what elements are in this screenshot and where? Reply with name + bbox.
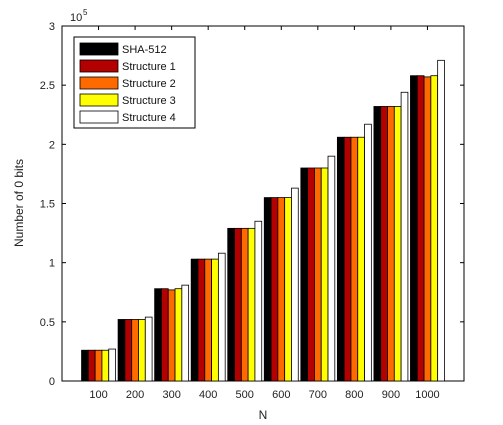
bar-sha-512-700: [300, 167, 309, 382]
x-tick-label: 300: [162, 389, 180, 401]
bar-structure-1-200: [124, 319, 133, 382]
bar-structure-1-100: [87, 349, 96, 382]
legend-swatch: [79, 59, 119, 73]
y-tick-label: 1.5: [40, 199, 55, 211]
legend-swatch: [79, 76, 119, 90]
bar-structure-3-1000: [430, 75, 439, 382]
y-tick-label: 3: [49, 21, 55, 33]
bar-structure-2-600: [277, 197, 286, 382]
bar-structure-2-800: [350, 136, 359, 382]
y-tick-label: 0: [49, 376, 55, 388]
bar-structure-2-500: [240, 227, 249, 382]
legend-swatch: [79, 110, 119, 124]
bar-structure-3-700: [320, 167, 329, 382]
bar-structure-4-300: [181, 284, 190, 382]
bar-structure-4-1000: [437, 59, 445, 382]
y-axis-ticks: 0 0.5 1 1.5 2 2.5 3: [40, 21, 464, 388]
y-tick-label: 2: [49, 139, 55, 151]
y-multiplier-base: 10: [70, 12, 82, 24]
bar-sha-512-500: [227, 227, 235, 382]
bar-sha-512-200: [117, 319, 126, 382]
legend: SHA-512 Structure 1 Structure 2 Structure 3…: [73, 36, 196, 129]
bar-sha-512-400: [190, 258, 199, 382]
bar-sha-512-900: [373, 106, 382, 382]
x-axis-label: N: [259, 408, 268, 422]
x-tick-label: 100: [89, 389, 107, 401]
bar-structure-4-800: [364, 123, 372, 382]
y-tick-label: 2.5: [40, 80, 55, 92]
legend-label: Structure 1: [122, 61, 176, 73]
x-tick-label: 800: [345, 389, 363, 401]
x-tick-label: 600: [272, 389, 290, 401]
bar-sha-512-300: [154, 288, 162, 382]
legend-label: SHA-512: [122, 44, 167, 56]
x-tick-label: 400: [199, 389, 217, 401]
bar-sha-512-600: [263, 197, 272, 382]
legend-swatch: [79, 42, 119, 56]
bar-structure-4-100: [108, 348, 116, 382]
bar-structure-3-900: [393, 106, 402, 382]
bar-structure-1-400: [197, 258, 206, 382]
bar-structure-2-1000: [423, 76, 432, 382]
bar-structure-2-900: [387, 106, 395, 382]
bar-structure-3-300: [174, 288, 183, 382]
x-tick-label: 900: [382, 389, 400, 401]
bar-structure-3-200: [138, 319, 146, 382]
x-axis-ticks: 100 200 300 400 500 600 700 800 900 1000: [89, 26, 440, 401]
legend-label: Structure 3: [122, 95, 176, 107]
bar-structure-4-700: [327, 155, 336, 382]
legend-swatch: [79, 93, 119, 107]
bar-structure-2-100: [94, 349, 103, 382]
x-tick-label: 1000: [415, 389, 439, 401]
bar-sha-512-1000: [410, 75, 418, 382]
bar-structure-4-400: [217, 252, 226, 382]
bar-sha-512-100: [81, 349, 89, 382]
y-tick-label: 1: [49, 258, 55, 270]
bar-structure-1-500: [234, 227, 242, 382]
bar-structure-1-600: [270, 197, 279, 382]
bar-structure-2-200: [131, 319, 139, 382]
y-multiplier-exponent: 5: [83, 8, 88, 17]
bar-structure-3-500: [247, 227, 256, 382]
legend-label: Structure 4: [122, 112, 176, 124]
bar-structure-1-700: [307, 167, 315, 382]
bar-sha-512-800: [336, 136, 345, 382]
x-tick-label: 700: [309, 389, 327, 401]
bar-structure-4-200: [144, 316, 153, 382]
x-tick-label: 200: [126, 389, 144, 401]
bars-group: [81, 59, 445, 382]
bar-structure-3-100: [101, 349, 110, 382]
legend-label: Structure 2: [122, 78, 176, 90]
bar-structure-2-300: [167, 289, 176, 382]
bar-structure-2-400: [204, 258, 212, 382]
bar-structure-4-500: [254, 220, 263, 382]
bar-structure-4-600: [291, 187, 299, 382]
bar-structure-1-800: [343, 136, 352, 382]
bar-structure-3-800: [357, 136, 365, 382]
x-tick-label: 500: [236, 389, 254, 401]
bar-structure-3-600: [284, 197, 292, 382]
bar-structure-3-400: [211, 258, 219, 382]
bar-structure-4-900: [400, 91, 409, 382]
bar-structure-2-700: [314, 167, 322, 382]
y-tick-label: 0.5: [40, 317, 55, 329]
y-axis-label: Number of 0 bits: [12, 159, 26, 247]
bar-structure-1-900: [380, 106, 388, 382]
bar-structure-1-300: [161, 288, 169, 382]
bar-structure-1-1000: [416, 75, 425, 382]
